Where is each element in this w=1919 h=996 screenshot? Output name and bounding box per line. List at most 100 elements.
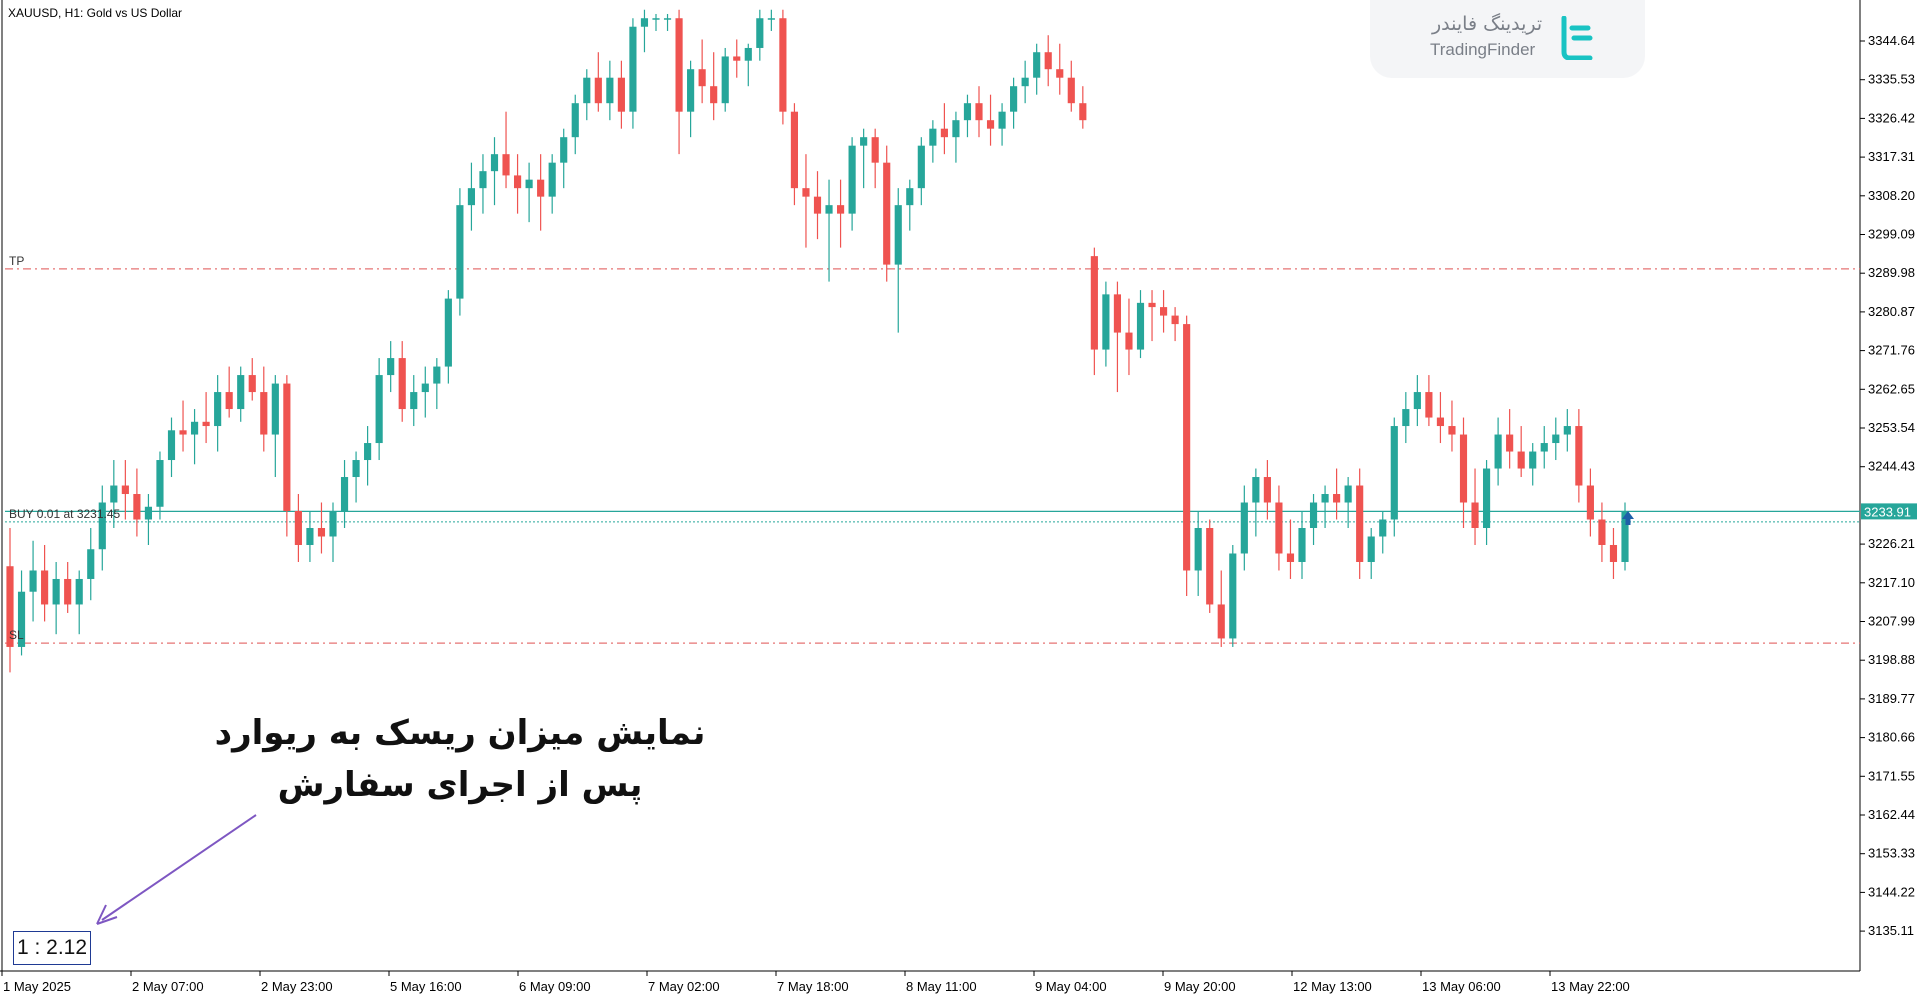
candle xyxy=(156,451,164,520)
candle-body xyxy=(202,421,210,427)
candle-body xyxy=(894,205,902,265)
candle-body xyxy=(1056,69,1064,78)
candle xyxy=(1090,247,1098,376)
candle xyxy=(398,341,406,422)
candle xyxy=(1309,494,1318,545)
candle-body xyxy=(525,179,533,189)
candle xyxy=(663,13,672,31)
annotation-line-2: پس از اجرای سفارش xyxy=(277,765,643,805)
candle-body xyxy=(433,366,441,384)
candle xyxy=(1044,35,1052,87)
candle-body xyxy=(1459,434,1468,503)
candle xyxy=(190,409,199,465)
candle-body xyxy=(1044,52,1052,70)
candle xyxy=(802,154,810,248)
candle xyxy=(963,94,972,138)
candle-body xyxy=(1113,294,1122,333)
candle xyxy=(1344,477,1352,528)
candle xyxy=(41,544,49,622)
candle-body xyxy=(6,566,14,647)
candle-body xyxy=(352,460,360,478)
candle-body xyxy=(1067,77,1075,104)
candle xyxy=(1529,443,1537,486)
candle xyxy=(975,86,983,138)
candle-body xyxy=(444,298,452,367)
annotation-line-1: نمایش میزان ریسک به ریوارد xyxy=(214,713,706,753)
candle-body xyxy=(260,392,268,435)
candle-body xyxy=(698,69,706,87)
candle xyxy=(387,341,395,393)
current-price-tag: 3233.91 xyxy=(1861,503,1917,520)
candle xyxy=(467,162,476,231)
candle xyxy=(1390,417,1398,537)
candle-body xyxy=(998,111,1006,129)
candle-body xyxy=(779,18,787,112)
candle-body xyxy=(214,392,222,427)
price-tick-label: 3280.87 xyxy=(1868,304,1915,319)
candle xyxy=(1494,417,1502,486)
price-tick-label: 3189.77 xyxy=(1868,691,1915,706)
candle-body xyxy=(1206,527,1214,605)
candle xyxy=(1413,375,1421,427)
price-tick-label: 3217.10 xyxy=(1868,575,1915,590)
candle xyxy=(1021,60,1029,104)
candle-body xyxy=(248,375,256,393)
price-tick-label: 3162.44 xyxy=(1868,807,1915,822)
candle-body xyxy=(1379,519,1387,537)
candle-body xyxy=(456,205,464,299)
candle xyxy=(1148,290,1156,342)
candle xyxy=(98,485,106,571)
candles xyxy=(6,9,1629,673)
candle xyxy=(1010,77,1018,129)
candle-body xyxy=(1598,519,1606,545)
candle-body xyxy=(1494,434,1502,469)
order-level-lines xyxy=(5,268,1860,644)
candle-body xyxy=(1229,553,1237,639)
price-tick-label: 3271.76 xyxy=(1868,343,1915,358)
price-tick-label: 3135.11 xyxy=(1868,923,1914,938)
watermark-panel xyxy=(1370,0,1645,78)
price-tick-label: 3253.54 xyxy=(1868,420,1915,435)
candle xyxy=(1471,468,1479,545)
candle xyxy=(560,128,568,189)
candle xyxy=(687,60,695,138)
candle-body xyxy=(64,578,72,605)
candle-body xyxy=(594,77,602,104)
candle-body xyxy=(1344,485,1352,503)
symbol-timeframe-label: XAUUSD, H1: Gold vs US Dollar xyxy=(8,6,183,20)
candle xyxy=(75,570,83,635)
candle-body xyxy=(190,421,199,435)
candle xyxy=(410,375,418,427)
price-tick-label: 3244.43 xyxy=(1868,459,1915,474)
candle xyxy=(883,145,891,282)
candle xyxy=(1586,468,1594,537)
candle xyxy=(1506,409,1514,469)
candle-body xyxy=(952,120,960,138)
candle-body xyxy=(1321,494,1329,503)
candle-body xyxy=(1286,553,1295,562)
candle xyxy=(502,111,510,189)
candle xyxy=(986,94,995,146)
candle xyxy=(225,366,233,418)
candle xyxy=(1159,290,1168,333)
price-axis-ticks: 3344.64 3335.53 3326.42 3317.31 3308.20 3299.… xyxy=(1860,33,1915,938)
price-tick-label: 3198.88 xyxy=(1868,652,1915,667)
candle xyxy=(767,9,775,31)
candle xyxy=(1552,417,1560,461)
candle-body xyxy=(1079,103,1087,121)
candle-body xyxy=(387,358,395,376)
candle xyxy=(167,417,176,478)
candle xyxy=(617,60,625,129)
price-tick-label: 3171.55 xyxy=(1868,768,1915,783)
candle xyxy=(202,392,210,444)
candle xyxy=(1286,519,1295,579)
candle xyxy=(1113,281,1122,393)
candle-body xyxy=(986,120,995,129)
entry-label: BUY 0.01 at 3231.45 xyxy=(9,507,121,521)
candle xyxy=(433,358,441,410)
candle xyxy=(744,43,752,87)
annotation-arrow xyxy=(96,814,257,925)
candle-body xyxy=(629,26,637,112)
candle-body xyxy=(167,430,176,461)
